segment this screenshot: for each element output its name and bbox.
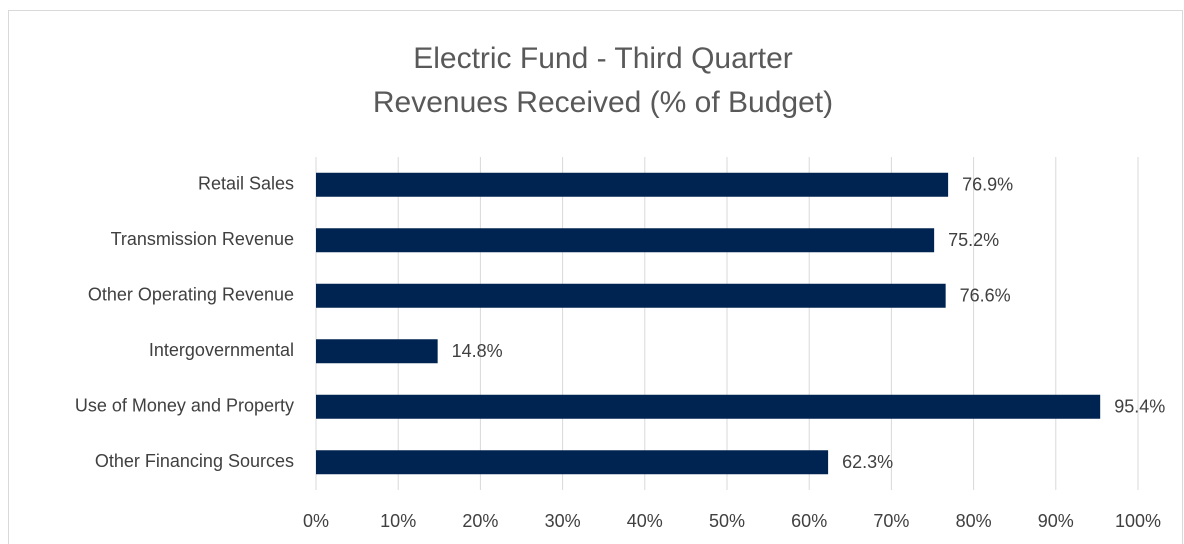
data-label: 75.2%	[948, 230, 999, 250]
bar	[316, 172, 949, 197]
x-tick-label: 30%	[545, 511, 581, 531]
y-tick-label: Other Financing Sources	[95, 451, 294, 471]
y-tick-label: Other Operating Revenue	[88, 285, 294, 305]
bar	[316, 394, 1101, 419]
y-tick-label: Retail Sales	[198, 174, 294, 194]
bar	[316, 339, 438, 364]
data-label: 76.9%	[962, 175, 1013, 195]
bar	[316, 283, 946, 308]
data-label: 62.3%	[842, 452, 893, 472]
x-tick-label: 70%	[873, 511, 909, 531]
chart-subtitle: Revenues Received (% of Budget)	[373, 86, 833, 119]
x-tick-label: 100%	[1115, 511, 1161, 531]
x-tick-label: 10%	[380, 511, 416, 531]
data-label: 76.6%	[960, 286, 1011, 306]
bar	[316, 450, 829, 475]
y-tick-label: Intergovernmental	[149, 340, 294, 360]
x-tick-label: 50%	[709, 511, 745, 531]
chart-title: Electric Fund - Third Quarter	[413, 42, 793, 75]
y-tick-label: Transmission Revenue	[111, 229, 294, 249]
data-label: 14.8%	[452, 341, 503, 361]
x-tick-label: 0%	[303, 511, 329, 531]
x-tick-label: 60%	[791, 511, 827, 531]
data-label: 95.4%	[1114, 397, 1165, 417]
y-tick-label: Use of Money and Property	[75, 396, 294, 416]
x-tick-label: 80%	[956, 511, 992, 531]
x-tick-label: 40%	[627, 511, 663, 531]
x-tick-label: 20%	[462, 511, 498, 531]
x-tick-label: 90%	[1038, 511, 1074, 531]
bar	[316, 228, 935, 253]
